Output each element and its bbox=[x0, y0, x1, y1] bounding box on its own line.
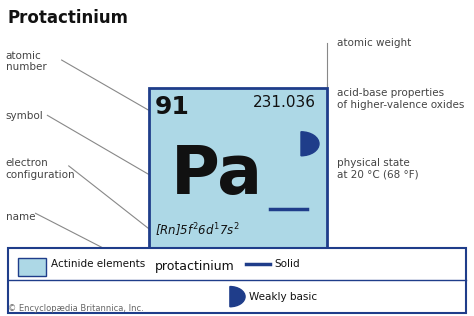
Bar bbox=[149, 88, 327, 289]
Text: Weakly basic: Weakly basic bbox=[249, 292, 317, 302]
Text: name: name bbox=[6, 212, 35, 222]
Text: symbol: symbol bbox=[6, 111, 44, 121]
Text: Solid: Solid bbox=[274, 259, 300, 269]
Text: © Encyclopædia Britannica, Inc.: © Encyclopædia Britannica, Inc. bbox=[8, 305, 143, 313]
Text: Actinide elements: Actinide elements bbox=[51, 259, 146, 269]
Text: protactinium: protactinium bbox=[155, 260, 235, 273]
Text: Pa: Pa bbox=[171, 142, 263, 208]
Bar bbox=[18, 258, 46, 276]
Text: physical state
at 20 °C (68 °F): physical state at 20 °C (68 °F) bbox=[337, 158, 418, 179]
Text: [Rn]5$f^2$6$d^1$7$s^2$: [Rn]5$f^2$6$d^1$7$s^2$ bbox=[155, 221, 240, 239]
Text: atomic weight: atomic weight bbox=[337, 38, 411, 48]
Wedge shape bbox=[301, 132, 319, 156]
Bar bbox=[8, 248, 466, 313]
Text: 91: 91 bbox=[155, 95, 190, 119]
Text: electron
configuration: electron configuration bbox=[6, 158, 75, 179]
Wedge shape bbox=[230, 287, 245, 307]
Text: acid-base properties
of higher-valence oxides: acid-base properties of higher-valence o… bbox=[337, 88, 464, 110]
Text: atomic
number: atomic number bbox=[6, 51, 46, 72]
Text: 231.036: 231.036 bbox=[252, 95, 315, 110]
Text: Protactinium: Protactinium bbox=[8, 9, 128, 27]
